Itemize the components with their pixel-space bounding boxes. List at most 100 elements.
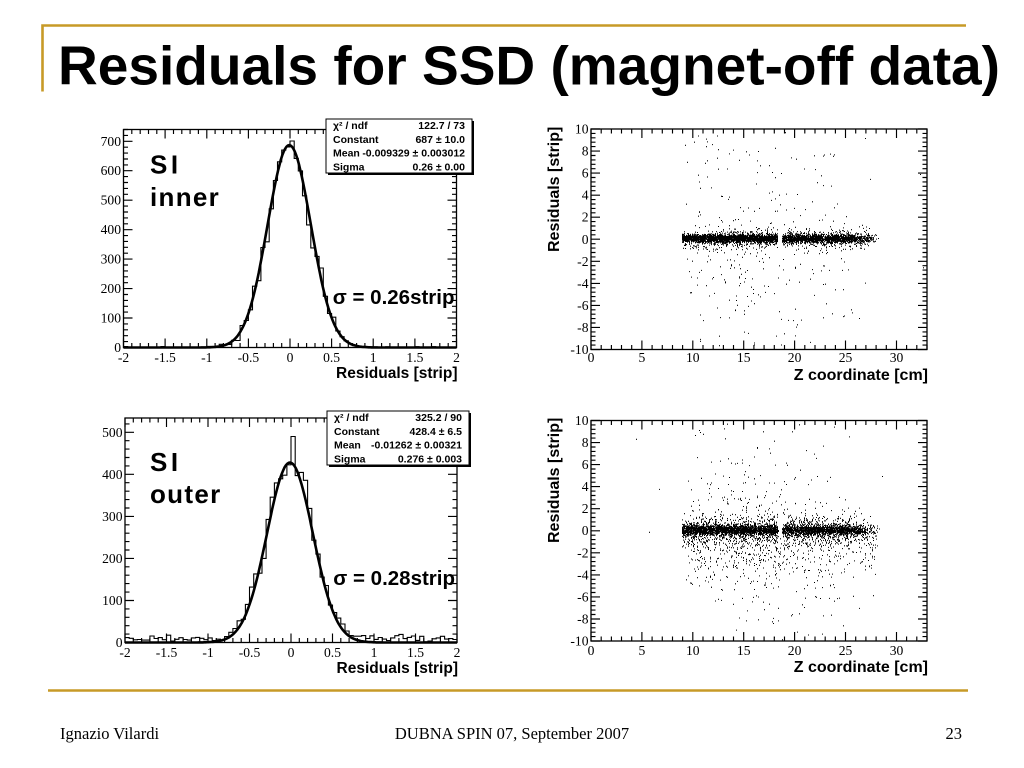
svg-text:400: 400 [102, 467, 123, 482]
svg-text:Mean: Mean [333, 148, 360, 160]
svg-text:-0.009329 ± 0.003012: -0.009329 ± 0.003012 [362, 148, 465, 160]
svg-text:-1: -1 [202, 645, 213, 660]
svg-text:Z coordinate [cm]: Z coordinate [cm] [794, 659, 928, 676]
svg-text:Residuals [strip]: Residuals [strip] [546, 418, 563, 543]
svg-text:2: 2 [582, 501, 589, 516]
svg-text:Sigma: Sigma [333, 161, 365, 173]
svg-text:0: 0 [582, 232, 589, 247]
svg-text:2: 2 [453, 350, 460, 365]
svg-text:inner: inner [150, 182, 220, 212]
svg-text:0: 0 [588, 350, 595, 365]
svg-text:0: 0 [582, 523, 589, 538]
svg-text:-8: -8 [577, 320, 589, 335]
svg-text:10: 10 [686, 350, 700, 365]
svg-text:Ignazio Vilardi: Ignazio Vilardi [60, 724, 159, 743]
svg-text:325.2 / 90: 325.2 / 90 [415, 412, 462, 424]
svg-text:-0.01262 ± 0.00321: -0.01262 ± 0.00321 [371, 440, 462, 452]
svg-text:Sigma: Sigma [334, 453, 366, 465]
svg-text:0.276 ± 0.003: 0.276 ± 0.003 [398, 453, 462, 465]
svg-text:8: 8 [582, 435, 589, 450]
svg-text:0: 0 [287, 350, 294, 365]
svg-text:-10: -10 [570, 342, 588, 357]
svg-text:30: 30 [890, 643, 904, 658]
svg-text:15: 15 [737, 350, 751, 365]
svg-text:400: 400 [101, 222, 122, 237]
svg-text:687 ± 10.0: 687 ± 10.0 [415, 134, 465, 146]
svg-text:0: 0 [116, 635, 123, 650]
svg-text:428.4 ± 6.5: 428.4 ± 6.5 [410, 426, 463, 438]
svg-text:-8: -8 [577, 612, 589, 627]
svg-text:6: 6 [582, 457, 589, 472]
svg-text:10: 10 [686, 643, 700, 658]
svg-text:χ² / ndf: χ² / ndf [334, 412, 369, 424]
svg-text:-2: -2 [119, 645, 131, 660]
svg-text:300: 300 [102, 509, 123, 524]
svg-text:100: 100 [102, 593, 123, 608]
svg-text:300: 300 [101, 252, 122, 267]
svg-text:700: 700 [101, 134, 122, 149]
svg-text:25: 25 [839, 350, 853, 365]
svg-text:4: 4 [582, 188, 589, 203]
svg-text:122.7 / 73: 122.7 / 73 [418, 120, 465, 132]
svg-text:100: 100 [101, 311, 122, 326]
svg-text:5: 5 [639, 643, 646, 658]
svg-text:-2: -2 [118, 350, 130, 365]
svg-text:2: 2 [582, 210, 589, 225]
svg-text:200: 200 [102, 551, 123, 566]
svg-text:15: 15 [737, 643, 751, 658]
svg-text:1.5: 1.5 [407, 645, 424, 660]
svg-text:0: 0 [114, 340, 121, 355]
svg-text:-10: -10 [570, 634, 588, 649]
svg-text:-4: -4 [577, 276, 589, 291]
svg-text:200: 200 [101, 281, 122, 296]
svg-text:Residuals [strip]: Residuals [strip] [337, 660, 458, 677]
svg-text:outer: outer [150, 479, 222, 509]
svg-text:0: 0 [288, 645, 295, 660]
svg-text:500: 500 [102, 425, 123, 440]
svg-text:Constant: Constant [334, 426, 380, 438]
svg-text:Constant: Constant [333, 134, 379, 146]
svg-text:-2: -2 [577, 254, 589, 269]
svg-text:30: 30 [890, 350, 904, 365]
svg-text:0.26 ± 0.00: 0.26 ± 0.00 [413, 161, 466, 173]
svg-text:500: 500 [101, 193, 122, 208]
svg-text:-0.5: -0.5 [238, 350, 260, 365]
svg-text:2: 2 [454, 645, 461, 660]
svg-text:SI: SI [150, 447, 182, 477]
svg-text:DUBNA SPIN 07, September 2007: DUBNA SPIN 07, September 2007 [395, 724, 629, 743]
svg-text:600: 600 [101, 163, 122, 178]
svg-text:-1.5: -1.5 [156, 645, 178, 660]
svg-text:4: 4 [582, 479, 589, 494]
svg-text:Mean: Mean [334, 440, 361, 452]
svg-text:10: 10 [575, 413, 589, 428]
svg-text:Residuals [strip]: Residuals [strip] [546, 127, 563, 252]
svg-text:SI: SI [150, 150, 182, 180]
svg-text:1.5: 1.5 [406, 350, 423, 365]
svg-text:20: 20 [788, 350, 802, 365]
svg-text:25: 25 [839, 643, 853, 658]
svg-text:-4: -4 [577, 567, 589, 582]
svg-text:-2: -2 [577, 545, 589, 560]
svg-text:-1.5: -1.5 [154, 350, 176, 365]
svg-text:-0.5: -0.5 [239, 645, 261, 660]
svg-text:23: 23 [946, 724, 963, 743]
svg-text:10: 10 [575, 122, 589, 137]
svg-text:-1: -1 [201, 350, 212, 365]
svg-text:σ = 0.26strip: σ = 0.26strip [333, 286, 455, 309]
svg-text:0.5: 0.5 [324, 645, 341, 660]
svg-text:-6: -6 [577, 589, 589, 604]
svg-text:20: 20 [788, 643, 802, 658]
svg-text:Residuals [strip]: Residuals [strip] [336, 365, 457, 382]
svg-text:-6: -6 [577, 298, 589, 313]
svg-text:0.5: 0.5 [323, 350, 340, 365]
svg-text:8: 8 [582, 144, 589, 159]
svg-text:1: 1 [370, 350, 377, 365]
svg-text:σ = 0.28strip: σ = 0.28strip [333, 567, 455, 590]
svg-text:5: 5 [639, 350, 646, 365]
svg-text:Z coordinate [cm]: Z coordinate [cm] [794, 367, 928, 384]
svg-text:Residuals for SSD (magnet-off: Residuals for SSD (magnet-off data) [58, 35, 1000, 97]
svg-text:0: 0 [588, 643, 595, 658]
svg-text:χ² / ndf: χ² / ndf [333, 120, 368, 132]
svg-text:1: 1 [371, 645, 378, 660]
svg-text:6: 6 [582, 166, 589, 181]
